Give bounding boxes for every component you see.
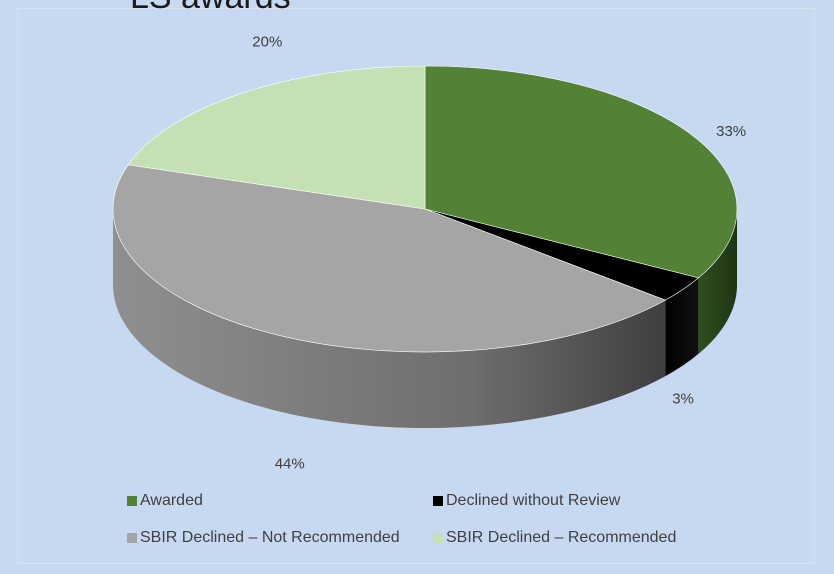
pie-slice-awarded	[424, 65, 738, 279]
legend-label: SBIR Declined – Not Recommended	[140, 529, 400, 546]
pie-slice-sbir-not-recommended	[112, 164, 667, 353]
data-label-declined-without-review: 3%	[672, 390, 694, 407]
legend-item-sbir-recommended: SBIR Declined – Recommended	[433, 529, 676, 547]
pie-side-awarded	[698, 209, 737, 354]
legend-label: Declined without Review	[446, 492, 621, 509]
legend-swatch-sbir-recommended	[433, 533, 443, 543]
data-label-sbir-not-recommended: 44%	[275, 455, 305, 472]
pie-side-declined-without-review	[665, 277, 699, 377]
legend-item-sbir-not-recommended: SBIR Declined – Not Recommended	[127, 529, 400, 547]
chart-frame	[17, 8, 815, 564]
legend-swatch-sbir-not-recommended	[127, 533, 137, 543]
data-label-sbir-recommended: 20%	[252, 34, 282, 51]
legend-label: Awarded	[140, 492, 203, 509]
data-label-awarded: 33%	[716, 123, 746, 140]
pie-side-sbir-not-recommended	[113, 209, 666, 428]
legend-swatch-declined-without-review	[433, 496, 443, 506]
chart-title: LS awards	[130, 0, 291, 17]
pie-slice-sbir-recommended	[127, 65, 426, 210]
legend-item-declined-without-review: Declined without Review	[433, 492, 620, 510]
legend-label: SBIR Declined – Recommended	[446, 529, 677, 546]
legend-swatch-awarded	[127, 496, 137, 506]
legend-item-awarded: Awarded	[127, 492, 203, 510]
